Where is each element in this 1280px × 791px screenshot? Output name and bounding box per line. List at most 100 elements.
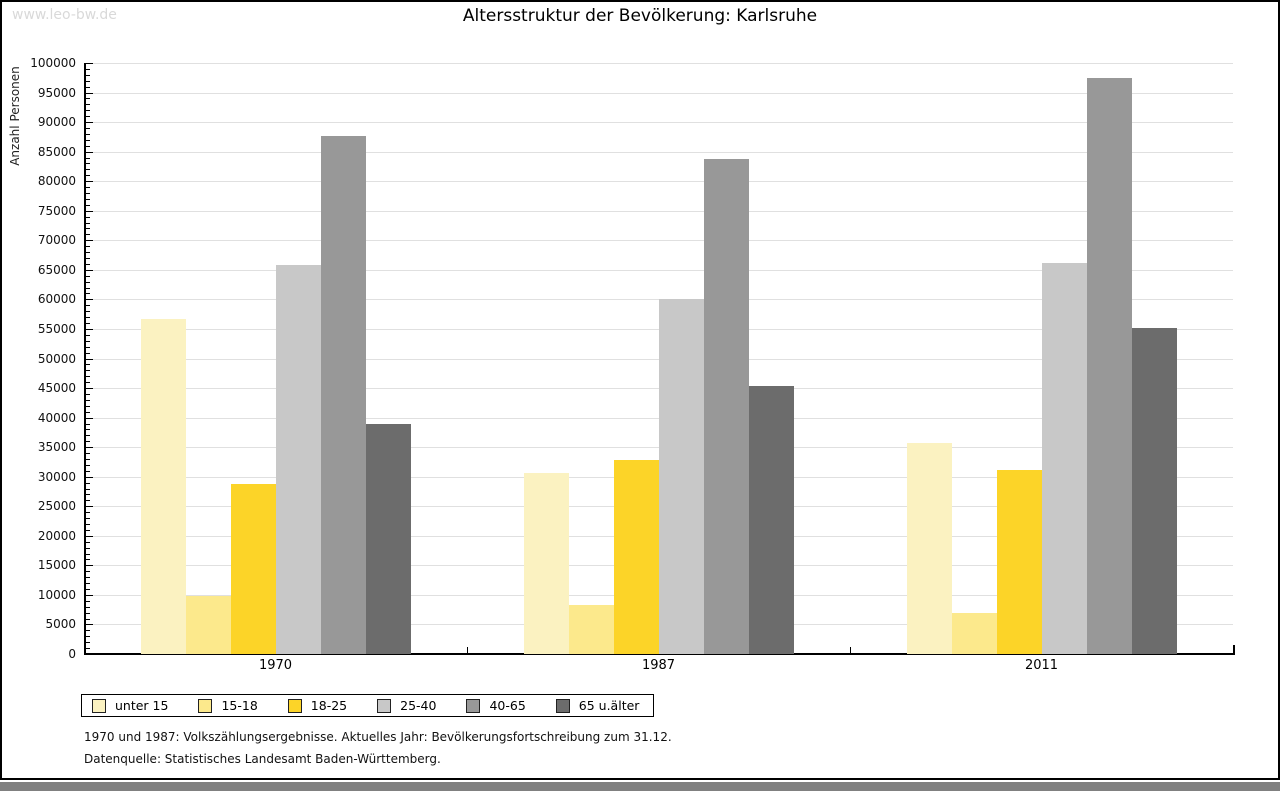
legend-swatch-icon bbox=[466, 698, 481, 713]
y-major-tick bbox=[86, 299, 93, 300]
y-minor-tick bbox=[86, 571, 90, 572]
bar-15-18-1970 bbox=[186, 596, 231, 654]
bar-25-40-2011 bbox=[1042, 263, 1087, 654]
y-minor-tick bbox=[86, 441, 90, 442]
y-major-tick bbox=[86, 624, 93, 625]
y-minor-tick bbox=[86, 494, 90, 495]
y-minor-tick bbox=[86, 554, 90, 555]
y-minor-tick bbox=[86, 223, 90, 224]
legend-label: 15-18 bbox=[221, 698, 258, 713]
bar-18-25-2011 bbox=[997, 470, 1042, 654]
y-minor-tick bbox=[86, 98, 90, 99]
y-minor-tick bbox=[86, 187, 90, 188]
y-major-tick bbox=[86, 418, 93, 419]
bar-unter-15-2011 bbox=[907, 443, 952, 654]
y-minor-tick bbox=[86, 400, 90, 401]
y-minor-tick bbox=[86, 370, 90, 371]
y-minor-tick bbox=[86, 406, 90, 407]
y-minor-tick bbox=[86, 613, 90, 614]
watermark: www.leo-bw.de bbox=[12, 7, 117, 23]
legend-swatch-icon bbox=[377, 698, 392, 713]
category-separator-tick bbox=[467, 647, 468, 653]
legend-item: 25-40 bbox=[377, 698, 436, 713]
y-tick-label: 40000 bbox=[37, 411, 76, 425]
y-major-tick bbox=[86, 388, 93, 389]
y-minor-tick bbox=[86, 583, 90, 584]
gridline bbox=[86, 181, 1233, 182]
y-major-tick bbox=[86, 329, 93, 330]
y-minor-tick bbox=[86, 542, 90, 543]
y-minor-tick bbox=[86, 146, 90, 147]
y-minor-tick bbox=[86, 258, 90, 259]
bar-65-u.älter-1987 bbox=[749, 386, 794, 654]
y-tick-label: 80000 bbox=[37, 174, 76, 188]
y-tick-label: 95000 bbox=[37, 86, 76, 100]
y-minor-tick bbox=[86, 642, 90, 643]
y-minor-tick bbox=[86, 175, 90, 176]
y-major-tick bbox=[86, 211, 93, 212]
bar-65-u.älter-2011 bbox=[1132, 328, 1177, 654]
y-minor-tick bbox=[86, 205, 90, 206]
bar-25-40-1970 bbox=[276, 265, 321, 654]
gridline bbox=[86, 122, 1233, 123]
x-tick-label: 2011 bbox=[1024, 658, 1059, 673]
y-minor-tick bbox=[86, 104, 90, 105]
y-minor-tick bbox=[86, 252, 90, 253]
y-minor-tick bbox=[86, 335, 90, 336]
bar-15-18-1987 bbox=[569, 605, 614, 654]
y-minor-tick bbox=[86, 116, 90, 117]
chart-title: Altersstruktur der Bevölkerung: Karlsruh… bbox=[462, 6, 818, 26]
y-major-tick bbox=[86, 270, 93, 271]
y-minor-tick bbox=[86, 246, 90, 247]
y-major-tick bbox=[86, 477, 93, 478]
y-tick-label: 65000 bbox=[37, 263, 76, 277]
gridline bbox=[86, 270, 1233, 271]
y-minor-tick bbox=[86, 234, 90, 235]
y-minor-tick bbox=[86, 453, 90, 454]
gridline bbox=[86, 211, 1233, 212]
legend-item: 40-65 bbox=[466, 698, 526, 713]
y-minor-tick bbox=[86, 228, 90, 229]
y-tick-label: 0 bbox=[68, 647, 76, 661]
gridline bbox=[86, 93, 1233, 94]
y-major-tick bbox=[86, 506, 93, 507]
gridline bbox=[86, 63, 1233, 64]
y-tick-label: 85000 bbox=[37, 145, 76, 159]
bar-40-65-1987 bbox=[704, 159, 749, 654]
legend-label: 25-40 bbox=[400, 698, 437, 713]
y-minor-tick bbox=[86, 158, 90, 159]
y-minor-tick bbox=[86, 317, 90, 318]
y-minor-tick bbox=[86, 293, 90, 294]
bottom-scrollbar-strip bbox=[0, 782, 1280, 791]
y-minor-tick bbox=[86, 601, 90, 602]
y-tick-label: 5000 bbox=[45, 617, 76, 631]
y-major-tick bbox=[86, 63, 93, 64]
footnote-line-2: Datenquelle: Statistisches Landesamt Bad… bbox=[84, 752, 441, 766]
bar-18-25-1987 bbox=[614, 460, 659, 654]
y-minor-tick bbox=[86, 87, 90, 88]
bar-25-40-1987 bbox=[659, 299, 704, 654]
y-minor-tick bbox=[86, 264, 90, 265]
y-major-tick bbox=[86, 181, 93, 182]
bar-40-65-2011 bbox=[1087, 78, 1132, 654]
y-minor-tick bbox=[86, 394, 90, 395]
y-minor-tick bbox=[86, 500, 90, 501]
y-minor-tick bbox=[86, 429, 90, 430]
y-minor-tick bbox=[86, 630, 90, 631]
gridline bbox=[86, 152, 1233, 153]
y-minor-tick bbox=[86, 169, 90, 170]
y-minor-tick bbox=[86, 282, 90, 283]
y-tick-label: 55000 bbox=[37, 322, 76, 336]
category-separator-tick bbox=[850, 647, 851, 653]
y-minor-tick bbox=[86, 376, 90, 377]
y-tick-label: 30000 bbox=[37, 470, 76, 484]
y-minor-tick bbox=[86, 341, 90, 342]
y-minor-tick bbox=[86, 518, 90, 519]
legend-item: 15-18 bbox=[198, 698, 258, 713]
gridline bbox=[86, 240, 1233, 241]
y-minor-tick bbox=[86, 530, 90, 531]
legend-swatch-icon bbox=[92, 698, 106, 713]
y-minor-tick bbox=[86, 276, 90, 277]
y-minor-tick bbox=[86, 193, 90, 194]
y-major-tick bbox=[86, 565, 93, 566]
